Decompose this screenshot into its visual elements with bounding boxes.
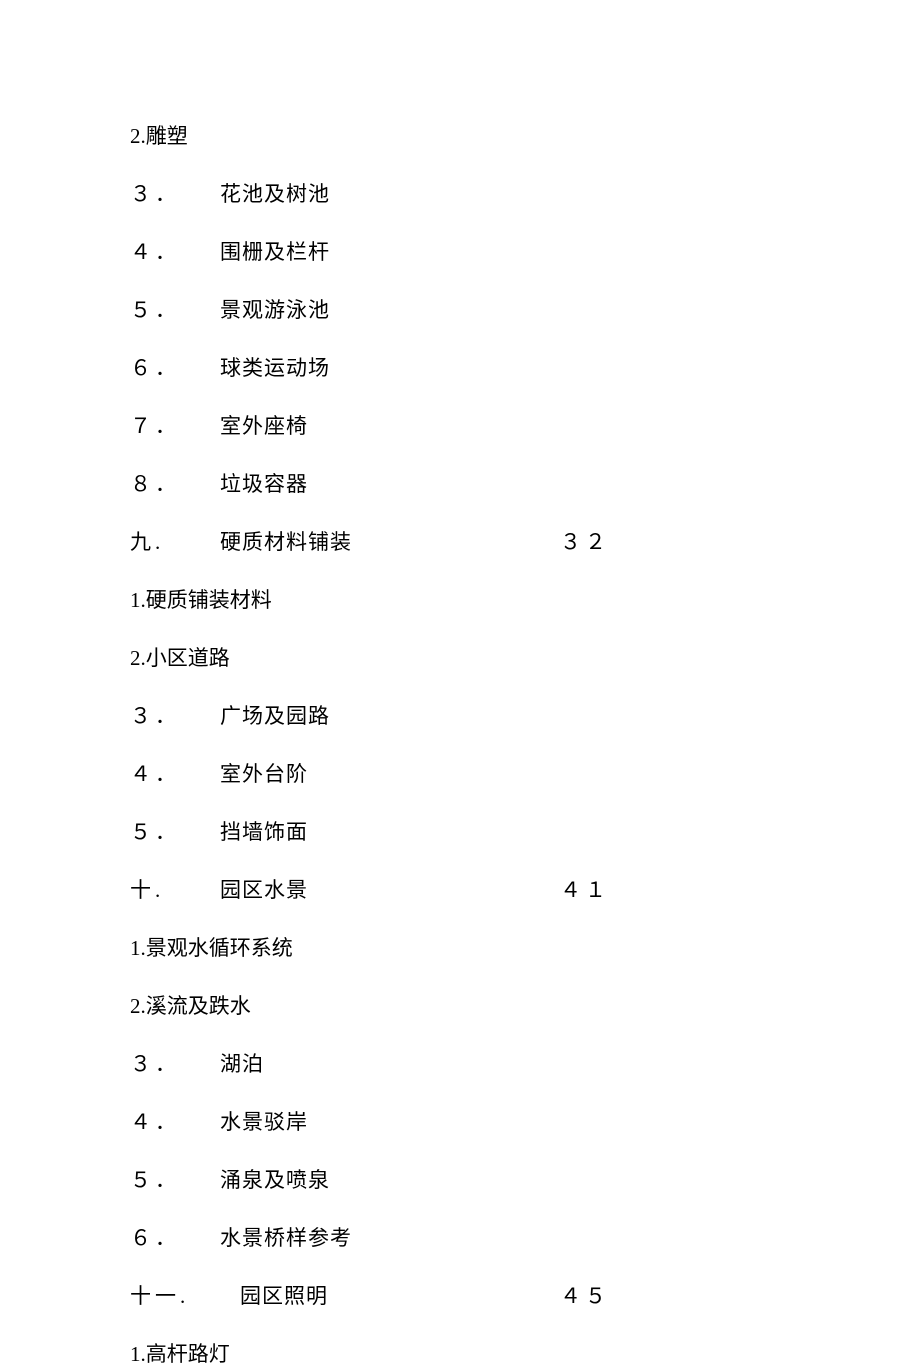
- toc-sub-title: 溪流及跌水: [146, 990, 251, 1020]
- toc-row: ３．湖泊: [130, 1048, 790, 1078]
- toc-section-number: 九.: [130, 526, 220, 556]
- toc-section-number: 十一.: [130, 1280, 240, 1310]
- toc-sub-title: 广场及园路: [220, 700, 330, 730]
- toc-row: 2.雕塑: [130, 120, 790, 150]
- toc-sub-number: ４．: [130, 758, 220, 788]
- toc-sub-number: ３．: [130, 700, 220, 730]
- toc-row: 1.高杆路灯: [130, 1338, 790, 1368]
- toc-sub-number: ５．: [130, 1164, 220, 1194]
- toc-row: ３．广场及园路: [130, 700, 790, 730]
- toc-row: ５．景观游泳池: [130, 294, 790, 324]
- toc-sub-number: ４．: [130, 1106, 220, 1136]
- toc-section-title: 园区照明: [240, 1280, 328, 1310]
- toc-row: 1.硬质铺装材料: [130, 584, 790, 614]
- toc-row: 十.园区水景 ４１: [130, 874, 790, 904]
- toc-row: ７．室外座椅: [130, 410, 790, 440]
- toc-page-number: ４１: [560, 874, 790, 904]
- toc-row: ５．涌泉及喷泉: [130, 1164, 790, 1194]
- toc-row: ５．挡墙饰面: [130, 816, 790, 846]
- toc-sub-title: 球类运动场: [220, 352, 330, 382]
- toc-sub-number: ３．: [130, 1048, 220, 1078]
- toc-container: 2.雕塑３．花池及树池４．围栅及栏杆５．景观游泳池６．球类运动场７．室外座椅８．…: [130, 120, 790, 1368]
- toc-sub-number: ８．: [130, 468, 220, 498]
- toc-sub-number: 1.: [130, 936, 146, 961]
- toc-sub-title: 景观游泳池: [220, 294, 330, 324]
- toc-sub-title: 雕塑: [146, 120, 188, 150]
- toc-sub-number: ７．: [130, 410, 220, 440]
- toc-section-title: 园区水景: [220, 874, 308, 904]
- toc-sub-number: ６．: [130, 352, 220, 382]
- toc-row: ３．花池及树池: [130, 178, 790, 208]
- toc-sub-title: 硬质铺装材料: [146, 584, 272, 614]
- toc-row: ４．室外台阶: [130, 758, 790, 788]
- toc-sub-title: 涌泉及喷泉: [220, 1164, 330, 1194]
- toc-sub-title: 挡墙饰面: [220, 816, 308, 846]
- toc-sub-number: ４．: [130, 236, 220, 266]
- toc-sub-title: 水景桥样参考: [220, 1222, 352, 1252]
- toc-sub-title: 垃圾容器: [220, 468, 308, 498]
- toc-sub-number: 2.: [130, 646, 146, 671]
- toc-row: 十一.园区照明 ４５: [130, 1280, 790, 1310]
- toc-page-number: ４５: [560, 1280, 790, 1310]
- toc-section-number: 十.: [130, 874, 220, 904]
- toc-sub-number: 1.: [130, 1342, 146, 1367]
- toc-sub-title: 小区道路: [146, 642, 230, 672]
- toc-sub-number: 2.: [130, 994, 146, 1019]
- toc-sub-number: ５．: [130, 816, 220, 846]
- toc-sub-number: ３．: [130, 178, 220, 208]
- toc-sub-title: 湖泊: [220, 1048, 264, 1078]
- toc-row: ８．垃圾容器: [130, 468, 790, 498]
- toc-sub-number: ５．: [130, 294, 220, 324]
- toc-sub-title: 景观水循环系统: [146, 932, 293, 962]
- toc-sub-number: ６．: [130, 1222, 220, 1252]
- toc-sub-title: 高杆路灯: [146, 1338, 230, 1368]
- toc-sub-title: 室外台阶: [220, 758, 308, 788]
- toc-row: 2.小区道路: [130, 642, 790, 672]
- toc-sub-title: 花池及树池: [220, 178, 330, 208]
- toc-section-title: 硬质材料铺装: [220, 526, 352, 556]
- toc-row: 2.溪流及跌水: [130, 990, 790, 1020]
- toc-row: ６．水景桥样参考: [130, 1222, 790, 1252]
- toc-row: 1.景观水循环系统: [130, 932, 790, 962]
- toc-sub-number: 1.: [130, 588, 146, 613]
- toc-row: ４．围栅及栏杆: [130, 236, 790, 266]
- toc-row: ４．水景驳岸: [130, 1106, 790, 1136]
- toc-sub-title: 水景驳岸: [220, 1106, 308, 1136]
- toc-sub-number: 2.: [130, 124, 146, 149]
- toc-row: 九.硬质材料铺装 ３２: [130, 526, 790, 556]
- toc-row: ６．球类运动场: [130, 352, 790, 382]
- toc-sub-title: 室外座椅: [220, 410, 308, 440]
- toc-page-number: ３２: [560, 526, 790, 556]
- toc-sub-title: 围栅及栏杆: [220, 236, 330, 266]
